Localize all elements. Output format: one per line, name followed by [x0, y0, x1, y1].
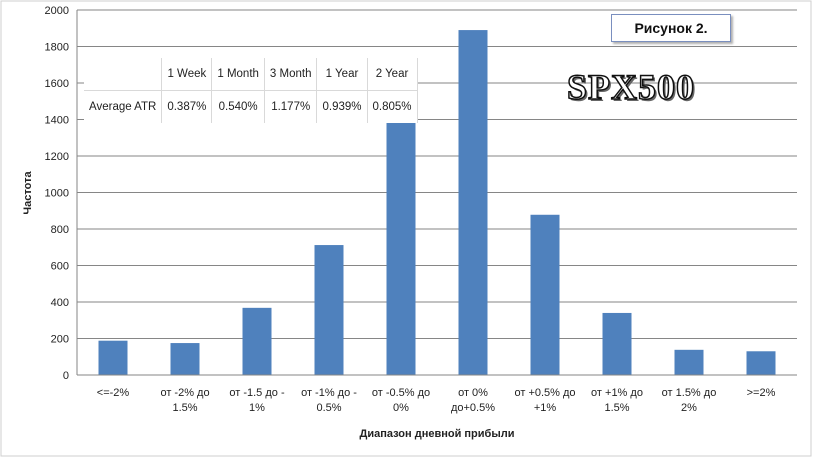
x-tick-label: от +1% до 1.5%: [591, 387, 643, 414]
bar: [242, 307, 272, 375]
atr-col-header: 1 Week: [161, 58, 213, 91]
x-tick-label: от -0.5% до 0%: [372, 387, 430, 414]
x-tick-label-line: 0.5%: [316, 402, 341, 414]
atr-col-header: 1 Month: [211, 58, 265, 91]
atr-value-row: Average ATR 0.387% 0.540% 1.177% 0.939% …: [84, 90, 418, 123]
y-axis-title: Частота: [22, 171, 34, 215]
bar: [98, 340, 128, 375]
x-tick-label-line: от +0.5% до: [514, 387, 575, 399]
x-tick-label-line: от -2% до: [160, 387, 209, 399]
x-tick-label-line: до+0.5%: [451, 402, 495, 414]
y-tick-labels: 0 200 400 600 800 1000 1200 1400 1600 1800 2000: [45, 5, 69, 382]
x-tick-label: от 1.5% до 2%: [662, 387, 717, 414]
atr-header-row: 1 Week 1 Month 3 Month 1 Year 2 Year: [84, 58, 418, 91]
x-tick-label-line: 2%: [681, 402, 697, 414]
x-tick-label-line: <=-2%: [97, 387, 130, 399]
bar: [458, 30, 488, 375]
x-tick-label-line: от +1% до: [591, 387, 643, 399]
x-tick-label-line: от -1% до -: [301, 387, 357, 399]
atr-row-header: Average ATR: [84, 90, 163, 123]
bar: [746, 351, 776, 375]
bar: [170, 343, 200, 375]
atr-value: 1.177%: [264, 90, 318, 123]
x-tick-label-line: 1%: [249, 402, 265, 414]
bar: [674, 349, 704, 375]
x-tick-label-line: от -1.5 до -: [229, 387, 285, 399]
y-tick-label: 1000: [45, 188, 69, 200]
x-tick-label: >=2%: [747, 387, 776, 399]
y-tick-label: 1600: [45, 78, 69, 90]
x-tick-label-line: 1.5%: [172, 402, 197, 414]
x-tick-label-line: от -0.5% до: [372, 387, 430, 399]
atr-corner-cell: [84, 58, 163, 91]
x-tick-label: <=-2%: [97, 387, 130, 399]
bar: [314, 245, 344, 375]
atr-value: 0.805%: [367, 90, 418, 123]
atr-col-header: 1 Year: [316, 58, 368, 91]
x-tick-label: от -1% до - 0.5%: [301, 387, 357, 414]
average-atr-table: 1 Week 1 Month 3 Month 1 Year 2 Year Ave…: [84, 58, 418, 123]
gridlines: [77, 9, 797, 339]
atr-value: 0.387%: [161, 90, 213, 123]
bar: [602, 312, 632, 375]
bar: [530, 214, 560, 375]
bars: [98, 30, 776, 375]
y-tick-label: 800: [51, 224, 69, 236]
atr-value: 0.939%: [316, 90, 368, 123]
x-tick-label-line: 0%: [393, 402, 409, 414]
y-tick-label: 1400: [45, 115, 69, 127]
y-tick-label: 400: [51, 297, 69, 309]
atr-col-header: 3 Month: [264, 58, 318, 91]
x-tick-label-line: >=2%: [747, 387, 776, 399]
x-tick-label-line: от 1.5% до: [662, 387, 717, 399]
y-tick-label: 2000: [45, 5, 69, 17]
x-tick-label-line: 1.5%: [604, 402, 629, 414]
chart-title: SPX500: [566, 66, 696, 108]
y-tick-label: 0: [63, 370, 69, 382]
x-tick-label: от -2% до 1.5%: [160, 387, 209, 414]
y-tick-label: 200: [51, 334, 69, 346]
y-tick-label: 1200: [45, 151, 69, 163]
y-tick-label: 1800: [45, 42, 69, 54]
x-tick-label: от 0% до+0.5%: [451, 387, 495, 414]
x-tick-label-line: +1%: [534, 402, 557, 414]
figure-label: Рисунок 2.: [611, 14, 731, 42]
x-tick-label: от -1.5 до - 1%: [229, 387, 285, 414]
atr-value: 0.540%: [211, 90, 265, 123]
x-tick-label-line: от 0%: [458, 387, 488, 399]
atr-col-header: 2 Year: [367, 58, 418, 91]
x-tick-label: от +0.5% до +1%: [514, 387, 575, 414]
y-tick-label: 600: [51, 261, 69, 273]
x-axis-title: Диапазон дневной прибыли: [360, 428, 515, 440]
x-tick-labels: <=-2% от -2% до 1.5% от -1.5 до - 1% от -1% д…: [97, 387, 776, 414]
